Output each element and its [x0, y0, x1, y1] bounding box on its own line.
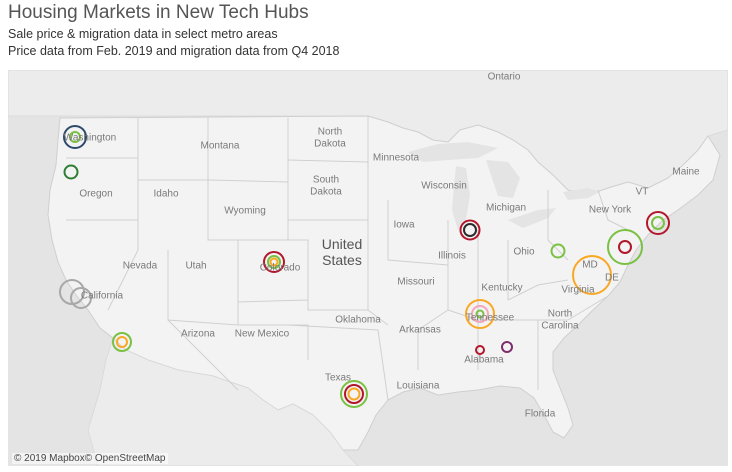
state-label-texas: Texas [324, 372, 352, 384]
state-label-colorado: Colorado [259, 262, 301, 274]
marker-ring-chicago-0[interactable] [459, 219, 481, 241]
state-label-wyoming: Wyoming [224, 205, 266, 217]
state-label-south-dakota: South Dakota [310, 174, 342, 198]
marker-ring-san-diego-1[interactable] [116, 336, 128, 348]
state-label-north-dakota: North Dakota [314, 126, 346, 150]
marker-ring-nashville-2[interactable] [475, 309, 485, 319]
lake-michigan [452, 166, 470, 230]
marker-ring-nashville-0[interactable] [465, 299, 495, 329]
map-canvas [8, 70, 728, 466]
marker-ring-washington-dc-1[interactable] [618, 240, 632, 254]
marker-ring-portland-0[interactable] [63, 164, 79, 180]
marker-ring-pittsburgh-0[interactable] [550, 243, 566, 259]
marker-ring-atlanta-0[interactable] [501, 341, 513, 353]
metro-marker-birmingham[interactable] [475, 345, 485, 355]
marker-ring-san-diego-0[interactable] [112, 332, 132, 352]
lake-erie [508, 208, 556, 228]
state-label-arizona: Arizona [181, 328, 215, 340]
state-label-vt: VT [635, 186, 649, 198]
marker-ring-austin-2[interactable] [347, 387, 361, 401]
state-label-missouri: Missouri [397, 276, 435, 288]
metro-marker-austin[interactable] [340, 380, 368, 408]
marker-ring-denver-1[interactable] [267, 255, 281, 269]
metro-marker-atlanta[interactable] [501, 341, 513, 353]
state-label-wisconsin: Wisconsin [421, 180, 467, 192]
subtitle-sale-price: Sale price & migration data in select me… [8, 27, 278, 41]
state-label-new-mexico: New Mexico [234, 328, 290, 340]
state-label-oklahoma: Oklahoma [335, 314, 381, 326]
state-label-montana: Montana [200, 140, 240, 152]
state-label-de: DE [605, 272, 619, 284]
state-label-louisiana: Louisiana [396, 380, 440, 392]
state-label-ontario: Ontario [487, 71, 521, 83]
state-label-nevada: Nevada [122, 260, 158, 272]
lake-ontario [563, 188, 600, 200]
metro-marker-denver[interactable] [263, 251, 285, 273]
marker-ring-boston-0[interactable] [646, 211, 670, 235]
metro-marker-richmond[interactable] [572, 255, 612, 295]
state-label-california: California [80, 290, 124, 302]
metro-marker-san-diego[interactable] [112, 332, 132, 352]
state-label-new-york: New York [588, 204, 632, 216]
state-label-kentucky: Kentucky [481, 282, 523, 294]
state-label-alabama: Alabama [464, 354, 504, 366]
state-label-maine: Maine [672, 166, 700, 178]
metro-marker-washington-dc[interactable] [607, 229, 643, 265]
metro-marker-boston[interactable] [646, 211, 670, 235]
marker-ring-denver-0[interactable] [263, 251, 285, 273]
marker-ring-san-francisco-2-0[interactable] [70, 287, 92, 309]
metro-marker-chicago[interactable] [459, 219, 481, 241]
dashboard-title: Housing Markets in New Tech Hubs [8, 2, 309, 23]
state-label-idaho: Idaho [153, 188, 179, 200]
marker-ring-denver-2[interactable] [269, 257, 279, 267]
state-label-oregon: Oregon [79, 188, 113, 200]
marker-ring-birmingham-0[interactable] [475, 345, 485, 355]
state-label-washington: Washington [63, 132, 117, 144]
state-label-tennessee: Tennessee [465, 312, 515, 324]
state-label-arkansas: Arkansas [399, 324, 441, 336]
subtitle-data-dates: Price data from Feb. 2019 and migration … [8, 44, 340, 58]
marker-ring-boston-1[interactable] [651, 216, 665, 230]
state-label-iowa: Iowa [393, 219, 415, 231]
marker-ring-richmond-0[interactable] [572, 255, 612, 295]
metro-marker-pittsburgh[interactable] [550, 243, 566, 259]
marker-ring-nashville-1[interactable] [471, 305, 489, 323]
marker-ring-austin-1[interactable] [344, 384, 364, 404]
country-label-united-states: United States [321, 235, 363, 268]
marker-ring-seattle-1[interactable] [69, 131, 81, 143]
marker-ring-seattle-0[interactable] [63, 125, 87, 149]
state-label-virginia: Virginia [561, 284, 595, 296]
marker-ring-austin-0[interactable] [340, 380, 368, 408]
map-attribution[interactable]: © 2019 Mapbox© OpenStreetMap [12, 453, 168, 464]
state-label-md: MD [582, 259, 598, 271]
mexico-land [87, 337, 359, 466]
metro-marker-seattle[interactable] [63, 125, 87, 149]
lake-superior [408, 142, 498, 162]
state-label-north-carolina: North Carolina [541, 308, 579, 332]
metro-marker-san-francisco-2[interactable] [70, 287, 92, 309]
marker-ring-chicago-1[interactable] [463, 223, 477, 237]
metro-marker-portland[interactable] [63, 164, 79, 180]
state-label-minnesota: Minnesota [372, 152, 420, 164]
state-label-michigan: Michigan [485, 202, 527, 214]
marker-ring-washington-dc-0[interactable] [607, 229, 643, 265]
state-label-utah: Utah [185, 260, 207, 272]
state-label-illinois: Illinois [438, 250, 466, 262]
us-map[interactable]: Ontario Washington Montana North Dakota Minn… [8, 70, 728, 466]
metro-marker-nashville[interactable] [465, 299, 495, 329]
state-label-ohio: Ohio [513, 246, 535, 258]
state-label-florida: Florida [524, 408, 556, 420]
lake-huron [486, 160, 520, 198]
state-borders [66, 116, 629, 401]
